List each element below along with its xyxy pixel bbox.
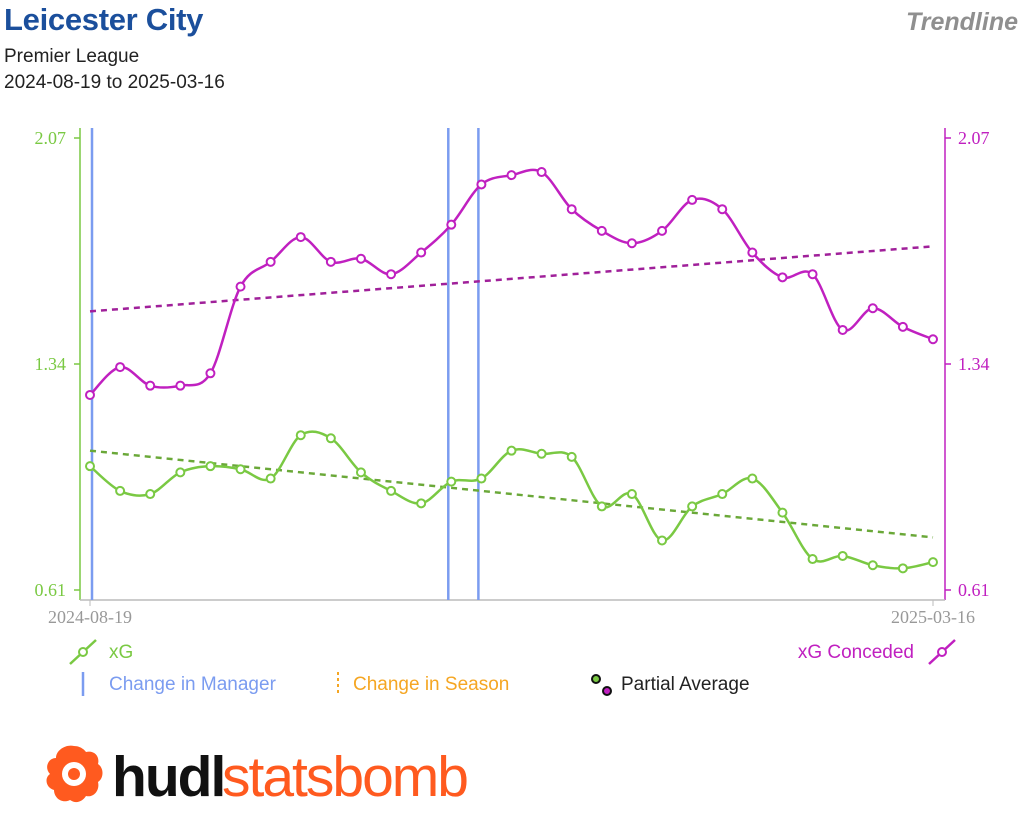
xg-conceded-point [536, 167, 547, 178]
legend-partial-purple-dot [602, 686, 612, 696]
xg-conceded-point [265, 256, 276, 267]
trendline-chart: 0.61 1.34 2.07 0.61 1.34 2.07 2024-08-19 2025-0… [35, 128, 990, 696]
xg-conceded-point [897, 321, 908, 332]
xg-conceded-point [476, 179, 487, 190]
xg-conceded-point [115, 362, 126, 373]
xg-point [928, 557, 938, 568]
xg-point [687, 501, 698, 512]
xg-conceded-point [596, 225, 607, 236]
y-label-left-min: 0.61 [35, 580, 67, 600]
xg-conceded-point [175, 380, 186, 391]
y-label-left-max: 2.07 [35, 128, 67, 148]
xg-point [446, 476, 457, 487]
x-label-start: 2024-08-19 [48, 607, 132, 627]
xg-point [386, 485, 397, 496]
xg-point [416, 498, 427, 509]
xg-conceded-point [416, 247, 427, 258]
trendlines [89, 245, 934, 539]
xg-conceded-point [506, 170, 517, 181]
xg-conceded-point [446, 219, 457, 230]
xg-conceded-point [777, 272, 788, 283]
xg-point [566, 451, 577, 462]
series-points [85, 167, 938, 574]
competition-label: Premier League [4, 46, 140, 67]
xg-point [476, 473, 487, 484]
xg-conceded-point [837, 324, 848, 335]
legend-xg-icon-marker [78, 647, 88, 657]
xg-point [897, 563, 908, 574]
xg-conceded-point [867, 303, 878, 314]
xg-point [536, 448, 547, 459]
xg-conceded-point [355, 253, 366, 264]
xg-conceded-point [807, 269, 818, 280]
xg-conceded-trendline [89, 245, 934, 313]
chart-axes [74, 128, 951, 606]
xg-point [145, 489, 156, 500]
legend-xg-conceded[interactable]: xG Conceded [797, 642, 914, 663]
xg-point [295, 430, 306, 441]
xg-point [867, 560, 878, 571]
legend-partial-average[interactable]: Partial Average [621, 674, 750, 695]
xg-conceded-line [89, 168, 934, 396]
xg-point [747, 473, 758, 484]
series-lines [89, 168, 934, 570]
xg-conceded-point [626, 238, 637, 249]
xg-conceded-point [717, 204, 728, 215]
xg-point [626, 489, 637, 500]
xg-point [777, 507, 788, 518]
y-label-right-mid: 1.34 [958, 354, 990, 374]
y-label-left-mid: 1.34 [35, 354, 67, 374]
xg-conceded-point [205, 368, 216, 379]
hudl-logo-icon [46, 745, 103, 803]
xg-conceded-point [235, 281, 246, 292]
x-label-end: 2025-03-16 [891, 607, 975, 627]
legend-partial-green-dot [591, 674, 601, 684]
team-title: Leicester City [4, 2, 204, 37]
xg-conceded-point [657, 225, 668, 236]
xg-point [596, 501, 607, 512]
xg-point [265, 473, 276, 484]
manager-change-lines [90, 128, 480, 600]
xg-point [837, 550, 848, 561]
xg-conceded-point [295, 232, 306, 243]
xg-point [355, 467, 366, 478]
xg-conceded-point [687, 194, 698, 205]
legend-season-change[interactable]: Change in Season [353, 674, 510, 695]
xg-point [115, 485, 126, 496]
xg-trendline [89, 449, 934, 539]
y-label-right-max: 2.07 [958, 128, 990, 148]
legend-xg-conceded-icon-marker [937, 647, 947, 657]
chart-mode-label: Trendline [905, 8, 1018, 36]
xg-conceded-point [85, 389, 95, 400]
xg-point [205, 461, 216, 472]
xg-point [807, 554, 818, 565]
y-label-right-min: 0.61 [958, 580, 990, 600]
xg-conceded-point [747, 247, 758, 258]
xg-point [175, 467, 186, 478]
xg-point [325, 433, 336, 444]
legend-manager-change[interactable]: Change in Manager [109, 674, 276, 695]
xg-point [506, 445, 517, 456]
legend-icons [69, 639, 956, 696]
axis-labels: 0.61 1.34 2.07 0.61 1.34 2.07 2024-08-19 2025-0… [35, 128, 990, 627]
xg-conceded-point [145, 380, 156, 391]
xg-conceded-point [386, 269, 397, 280]
xg-point [717, 489, 728, 500]
legend-xg[interactable]: xG [109, 642, 134, 663]
xg-conceded-point [325, 256, 336, 267]
xg-point [235, 464, 246, 475]
xg-point [657, 535, 668, 546]
date-range: 2024-08-19 to 2025-03-16 [4, 72, 225, 93]
logo-word-hudl: hudl [112, 745, 226, 809]
xg-conceded-point [928, 334, 938, 345]
logo-word-statsbomb: statsbomb [222, 745, 469, 809]
xg-conceded-point [566, 204, 577, 215]
xg-point [85, 461, 95, 472]
